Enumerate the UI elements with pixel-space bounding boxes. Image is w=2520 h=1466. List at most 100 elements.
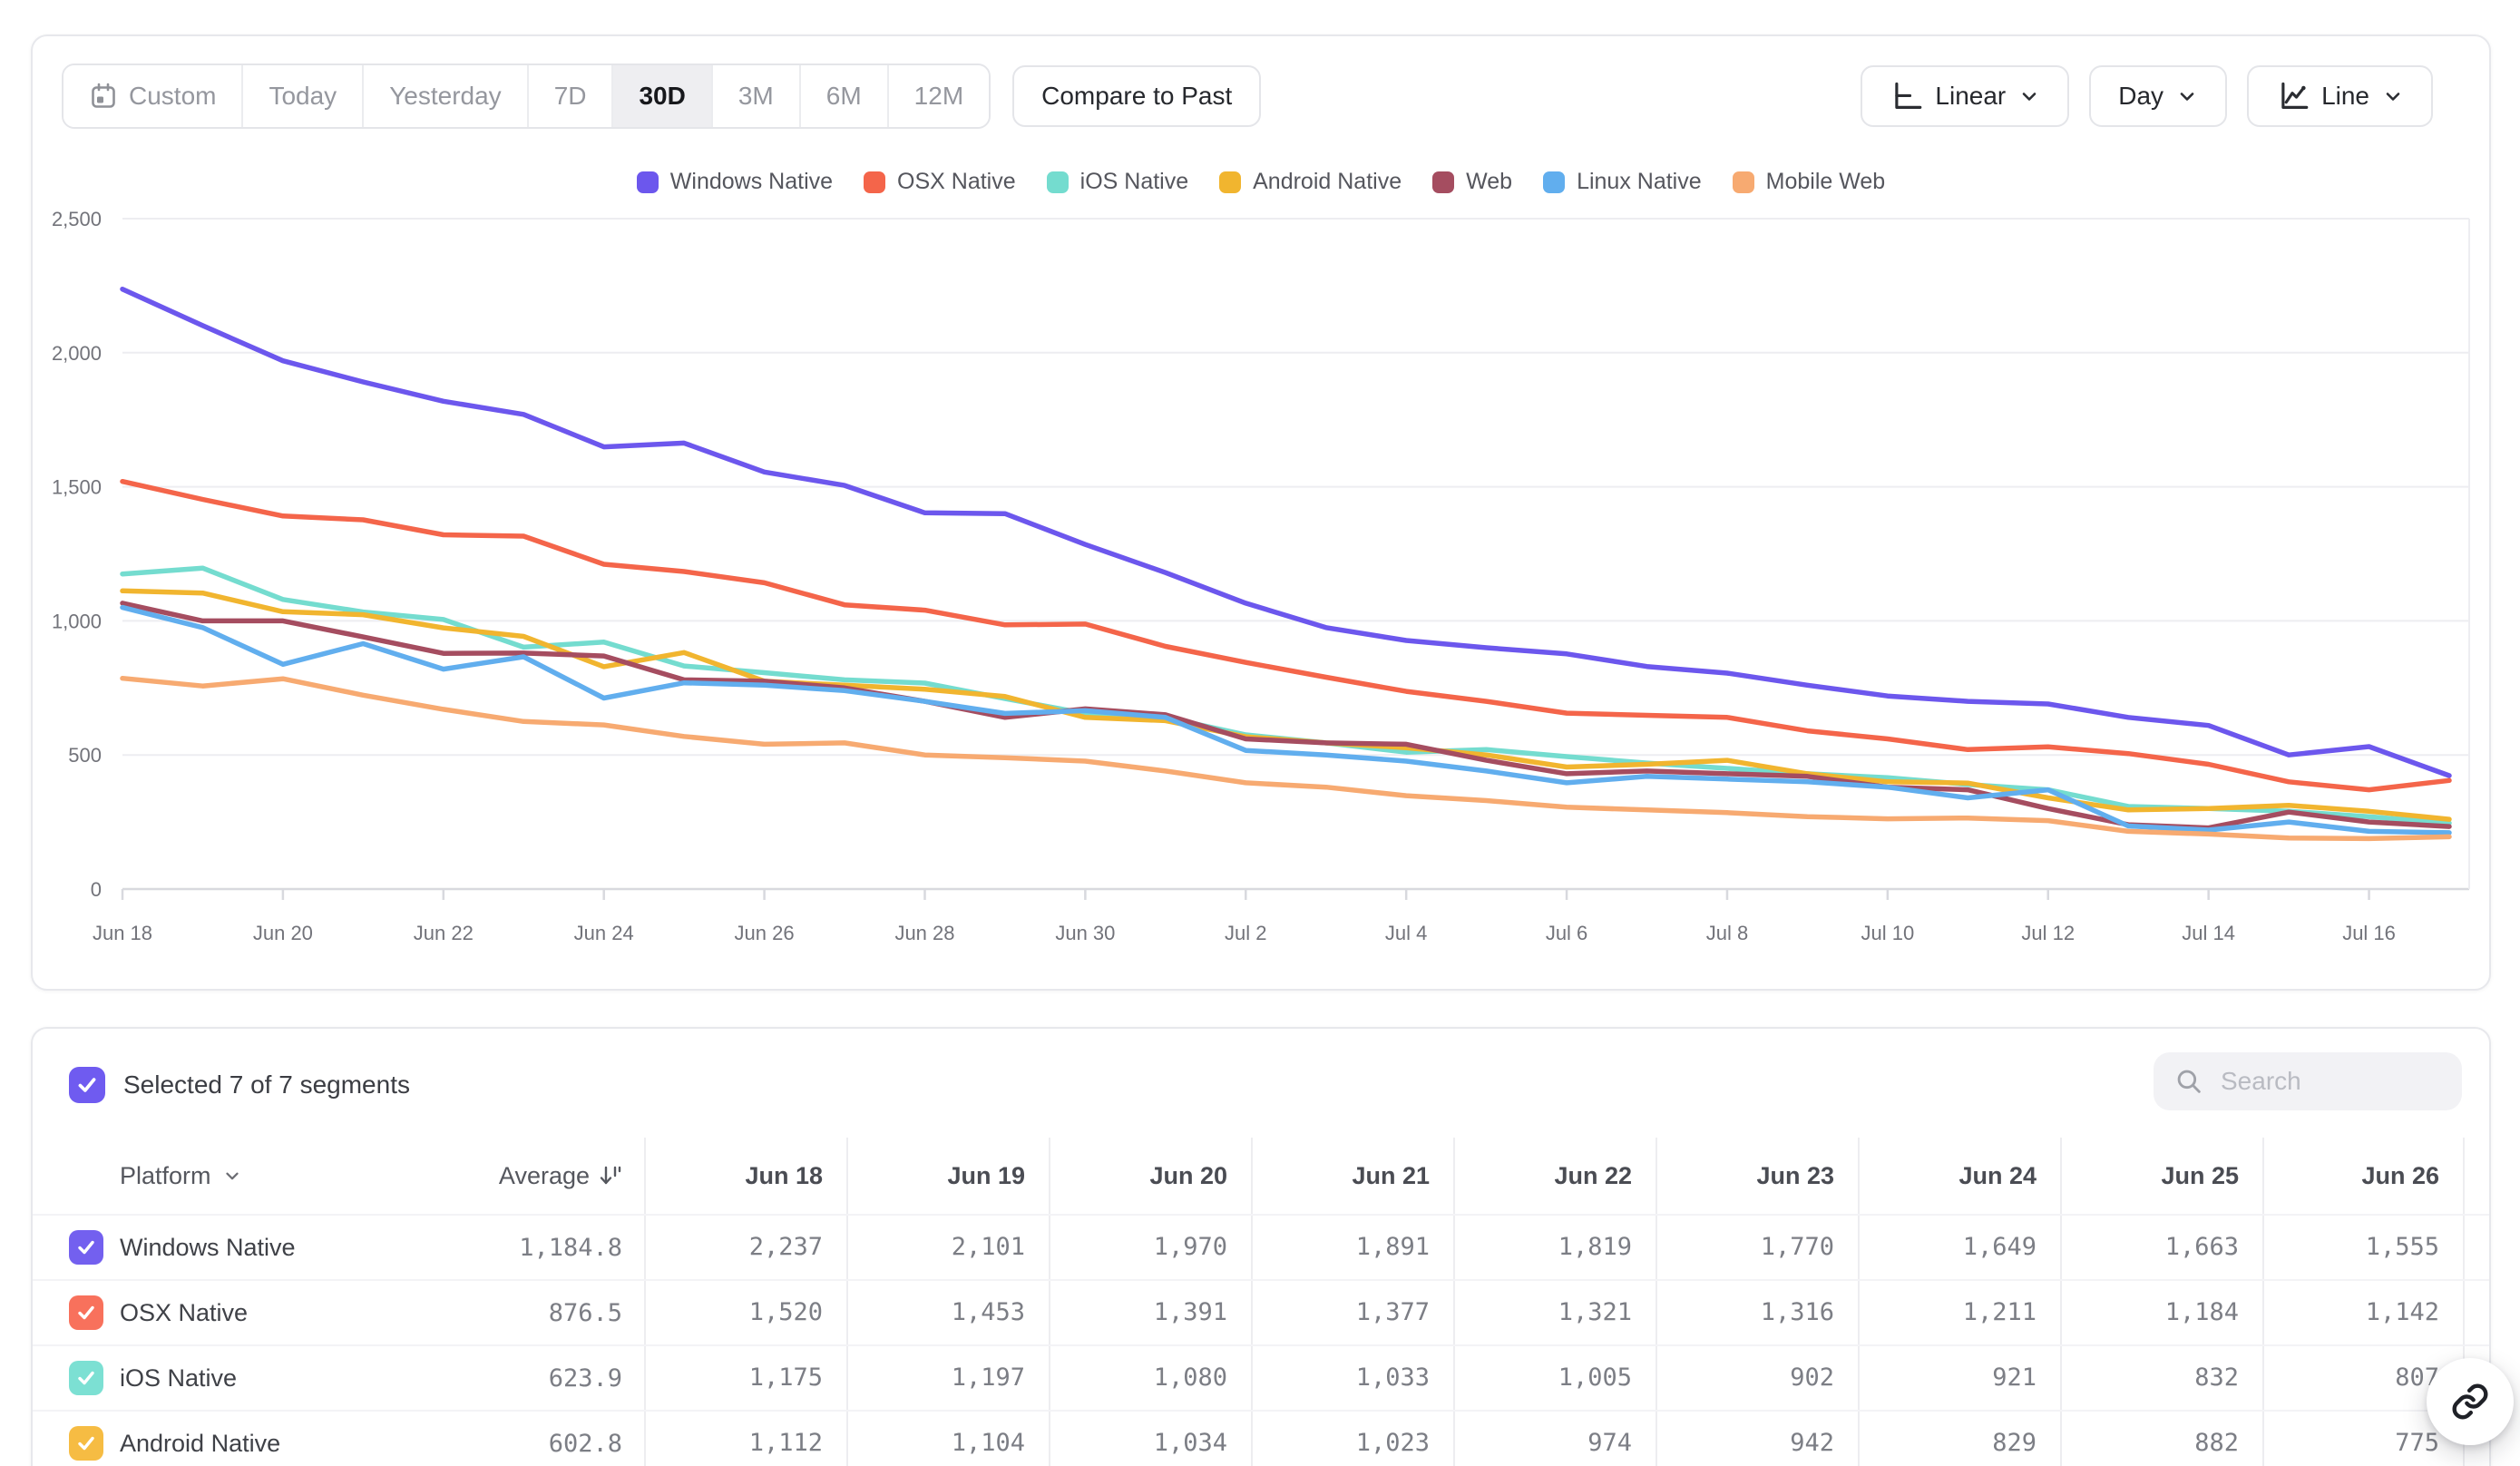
linear-axis-icon [1890, 80, 1922, 112]
value-cell-jun-23: 1,316 [1656, 1281, 1858, 1344]
column-header-jun-18: Jun 18 [644, 1138, 846, 1214]
range-option-label: Today [269, 82, 337, 110]
chart-type-select[interactable]: Line [2247, 65, 2433, 127]
column-header-jun-23: Jun 23 [1656, 1138, 1858, 1214]
chart-type-select-value: Line [2321, 82, 2369, 110]
value-cell-jun-19: 1,197 [846, 1346, 1049, 1410]
x-axis-tick-label: Jun 28 [894, 922, 954, 944]
value-cell-jun-22: 1,005 [1453, 1346, 1656, 1410]
segments-table-card: Selected 7 of 7 segments Platform Average… [31, 1027, 2491, 1466]
chart-display-controls: Linear Day Line [1861, 65, 2460, 127]
value-cell-jun-21: 1,023 [1251, 1412, 1453, 1466]
column-header-jun-25: Jun 25 [2060, 1138, 2262, 1214]
scale-select-value: Linear [1935, 82, 2007, 110]
range-option-yesterday[interactable]: Yesterday [364, 65, 529, 127]
value-cell-jun-20: 1,080 [1049, 1346, 1251, 1410]
segment-checkbox-android-native[interactable] [69, 1426, 103, 1461]
value-cell-jun-24: 829 [1858, 1412, 2060, 1466]
range-option-custom[interactable]: Custom [63, 65, 244, 127]
series-line-linux-native[interactable] [120, 604, 2452, 836]
segment-checkbox-ios-native[interactable] [69, 1361, 103, 1395]
scale-select[interactable]: Linear [1861, 65, 2070, 127]
value-cell-jun-22: 1,819 [1453, 1216, 1656, 1279]
legend-item-mobile-web[interactable]: Mobile Web [1732, 169, 1886, 195]
search-box [2154, 1052, 2462, 1110]
range-option-7d[interactable]: 7D [528, 65, 614, 127]
column-header-jun-26: Jun 26 [2262, 1138, 2465, 1214]
table-top-bar: Selected 7 of 7 segments [33, 1029, 2489, 1138]
value-cell-jun-20: 1,034 [1049, 1412, 1251, 1466]
legend-swatch [1046, 171, 1069, 193]
search-input[interactable] [2219, 1066, 2453, 1097]
compare-to-past-button[interactable]: Compare to Past [1012, 65, 1262, 127]
range-option-label: 30D [639, 82, 686, 110]
average-value-cell: 602.8 [548, 1429, 622, 1458]
legend-item-linux-native[interactable]: Linux Native [1543, 169, 1702, 195]
series-line-osx-native[interactable] [120, 478, 2452, 793]
chart-toolbar: Custom Today Yesterday 7D 30D 3M 6M 12M Compare… [62, 64, 2460, 129]
range-option-6m[interactable]: 6M [800, 65, 889, 127]
average-header-label: Average [498, 1161, 590, 1189]
legend-item-osx-native[interactable]: OSX Native [864, 169, 1016, 195]
x-axis-tick-label: Jul 12 [2021, 922, 2075, 944]
segment-name-label: iOS Native [120, 1363, 238, 1392]
legend-swatch [864, 171, 886, 193]
segment-name-cell: Android Native [33, 1426, 442, 1461]
chevron-down-icon [2176, 85, 2198, 107]
value-cell-jun-18: 1,175 [644, 1346, 846, 1410]
y-axis-tick-label: 0 [91, 878, 102, 901]
value-cell-jun-19: 1,453 [846, 1281, 1049, 1344]
column-header-average[interactable]: Average [442, 1162, 644, 1190]
value-cell-jun-24: 921 [1858, 1346, 2060, 1410]
range-option-12m[interactable]: 12M [888, 65, 990, 127]
legend-label: Mobile Web [1765, 169, 1886, 194]
selected-summary: Selected 7 of 7 segments [123, 1070, 410, 1099]
range-option-today[interactable]: Today [243, 65, 365, 127]
range-option-3m[interactable]: 3M [712, 65, 801, 127]
value-cell-jun-25: 882 [2060, 1412, 2262, 1466]
legend-label: iOS Native [1079, 169, 1189, 194]
legend-item-ios-native[interactable]: iOS Native [1046, 169, 1189, 195]
value-cell-jun-25: 1,184 [2060, 1281, 2262, 1344]
column-header-jun-19: Jun 19 [846, 1138, 1049, 1214]
select-all-checkbox[interactable] [69, 1067, 105, 1103]
series-line-windows-native[interactable] [120, 286, 2452, 778]
range-option-30d[interactable]: 30D [613, 65, 713, 127]
series-line-mobile-web[interactable] [120, 675, 2452, 842]
value-cell-jun-22: 1,321 [1453, 1281, 1656, 1344]
value-cell-jun-24: 1,211 [1858, 1281, 2060, 1344]
legend-label: Linux Native [1577, 169, 1702, 194]
column-header-platform[interactable]: Platform [33, 1162, 442, 1190]
x-axis-tick-label: Jul 6 [1546, 922, 1587, 944]
x-axis-tick-label: Jun 26 [735, 922, 795, 944]
table-row-windows-native: Windows Native 1,184.8 2,237 2,101 1,970 1,89… [33, 1214, 2489, 1279]
x-axis-tick-label: Jun 24 [574, 922, 634, 944]
value-cell-jun-21: 1,891 [1251, 1216, 1453, 1279]
value-cell-jun-18: 2,237 [644, 1216, 846, 1279]
column-header-jun-22: Jun 22 [1453, 1138, 1656, 1214]
segment-checkbox-windows-native[interactable] [69, 1230, 103, 1265]
value-cell-jun-20: 1,391 [1049, 1281, 1251, 1344]
x-axis-tick-label: Jul 8 [1706, 922, 1748, 944]
share-link-button[interactable] [2427, 1358, 2514, 1445]
platform-header-label: Platform [120, 1161, 211, 1189]
legend-item-web[interactable]: Web [1432, 169, 1512, 195]
value-cell-jun-21: 1,377 [1251, 1281, 1453, 1344]
column-header-jun-24: Jun 24 [1858, 1138, 2060, 1214]
value-cell-jun-24: 1,649 [1858, 1216, 2060, 1279]
legend-item-android-native[interactable]: Android Native [1219, 169, 1402, 195]
segment-checkbox-osx-native[interactable] [69, 1295, 103, 1330]
calendar-icon [89, 82, 118, 111]
series-line-web[interactable] [120, 601, 2452, 831]
link-icon [2450, 1382, 2490, 1422]
table-row-ios-native: iOS Native 623.9 1,175 1,197 1,080 1,033 1,005… [33, 1344, 2489, 1410]
chart-legend: Windows Native OSX Native iOS Native Androi… [33, 169, 2489, 195]
interval-select-value: Day [2118, 82, 2164, 110]
date-range-selector: Custom Today Yesterday 7D 30D 3M 6M 12M [62, 64, 991, 129]
average-value-cell: 876.5 [548, 1298, 622, 1327]
interval-select[interactable]: Day [2089, 65, 2228, 127]
legend-item-windows-native[interactable]: Windows Native [636, 169, 833, 195]
line-chart: 0 500 1,000 1,500 2,000 2,500 Jun 18 Jun 20 Jun … [52, 208, 2470, 944]
segment-name-label: Windows Native [120, 1233, 296, 1261]
